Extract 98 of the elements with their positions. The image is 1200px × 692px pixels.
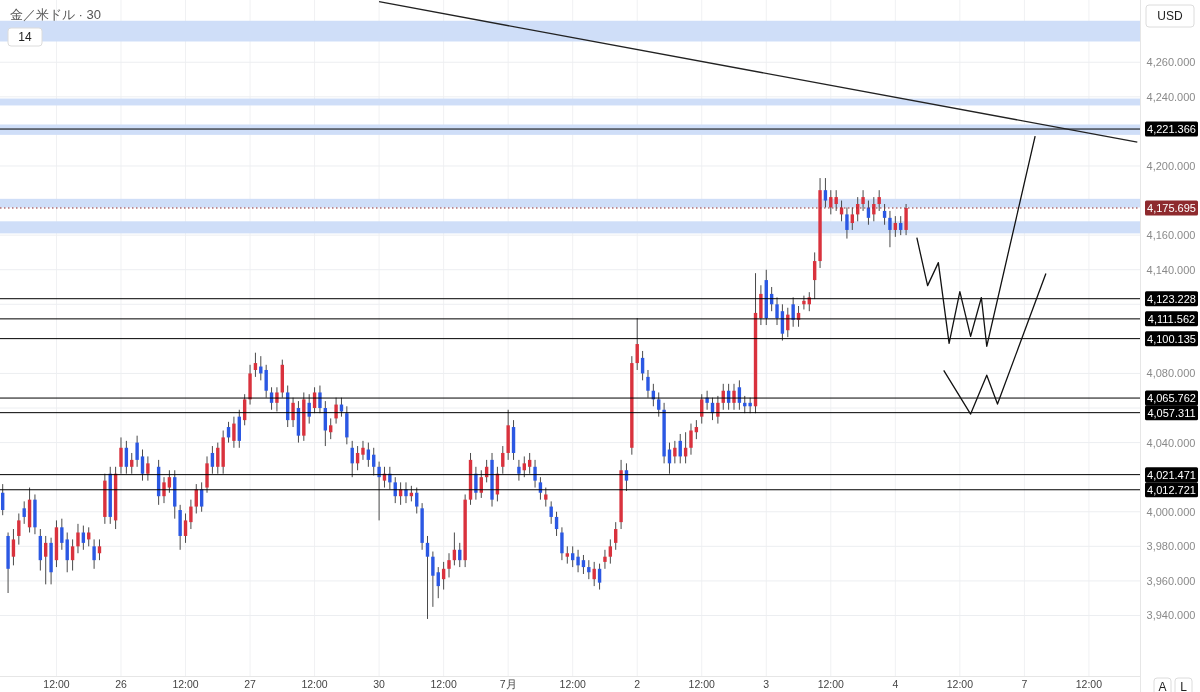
candlestick — [447, 552, 451, 578]
candlestick — [533, 459, 537, 489]
candlestick — [549, 500, 553, 525]
candlestick — [576, 549, 580, 573]
x-tick-label: 12:00 — [559, 678, 586, 690]
candlestick — [823, 177, 828, 208]
ref-line-label: 4,021.471 — [1147, 468, 1196, 481]
candlestick — [748, 397, 752, 414]
candlestick — [183, 512, 188, 544]
line-series — [943, 272, 1047, 415]
candlestick — [850, 206, 855, 231]
candlestick — [689, 423, 693, 456]
candlestick — [592, 561, 596, 587]
ref-line-label: 4,123.228 — [1147, 292, 1196, 305]
line-series — [916, 135, 1036, 347]
text: 金／米ドル · 30 — [10, 7, 102, 22]
candlestick — [544, 487, 548, 508]
candlestick — [904, 203, 908, 236]
candlestick — [334, 397, 338, 425]
y-tick-label: 4,160.000 — [1146, 229, 1196, 242]
x-tick-label: 27 — [244, 678, 257, 690]
ref-line-label: 4,100.135 — [1147, 332, 1196, 345]
ref-line-label: 4,111.562 — [1147, 312, 1196, 325]
x-tick-label: 12:00 — [688, 678, 716, 690]
candlestick — [17, 512, 21, 546]
y-tick-label: 3,960.000 — [1146, 574, 1196, 587]
y-tick-label: 3,940.000 — [1146, 609, 1196, 622]
y-tick-label: 4,260.000 — [1146, 56, 1196, 69]
x-tick-label: 12:00 — [1075, 678, 1103, 690]
x-tick-label: 12:00 — [946, 678, 974, 690]
x-tick-label: 30 — [373, 678, 386, 690]
candlestick — [388, 466, 392, 490]
ref-line-label: 4,175.695 — [1147, 202, 1196, 214]
candlestick — [76, 523, 80, 554]
x-tick-label: 4 — [892, 678, 899, 690]
y-tick-label: 4,080.000 — [1146, 367, 1196, 380]
candlestick — [361, 440, 365, 461]
candlestick — [60, 518, 64, 551]
ref-line-label: 4,065.762 — [1147, 392, 1196, 405]
x-tick-label: 26 — [115, 678, 127, 690]
candlestick — [162, 476, 166, 504]
candlestick — [119, 436, 123, 475]
candlestick — [474, 466, 478, 501]
candlestick — [135, 435, 139, 468]
candlestick — [775, 296, 779, 326]
ref-line-label: 4,012.721 — [1147, 483, 1196, 496]
x-tick-label: 12:00 — [301, 678, 328, 690]
candlestick — [404, 481, 408, 504]
candlestick — [877, 189, 881, 212]
candlestick — [888, 210, 892, 248]
candlestick — [560, 526, 564, 561]
x-tick-label: 12:00 — [817, 678, 845, 690]
candlestick — [673, 440, 677, 464]
y-tick-label: 4,140.000 — [1146, 263, 1196, 276]
candlestick — [716, 395, 720, 425]
y-tick-label: 4,240.000 — [1146, 90, 1196, 103]
y-tick-label: 4,200.000 — [1146, 159, 1196, 172]
candlestick — [22, 500, 26, 525]
text: L — [1180, 680, 1188, 692]
candlestick — [791, 296, 795, 328]
x-tick-label: 2 — [634, 678, 641, 690]
annotation: 14 — [18, 30, 32, 44]
candlestick — [587, 559, 591, 580]
ref-line-label: 4,057.311 — [1147, 406, 1196, 419]
candlestick — [146, 455, 150, 482]
candlestick — [603, 549, 607, 570]
x-tick-label: 3 — [763, 678, 770, 690]
candlestick — [608, 538, 613, 565]
candlestick — [232, 416, 236, 449]
candlestick — [318, 385, 322, 414]
candlestick — [802, 295, 806, 310]
candlestick — [189, 499, 193, 530]
candlestick — [291, 397, 295, 428]
y-tick-label: 4,000.000 — [1146, 505, 1196, 518]
candlestick — [307, 393, 311, 425]
candlestick — [92, 538, 96, 570]
candlestick — [845, 206, 849, 240]
x-tick-label: 7月 — [499, 678, 517, 690]
y-tick-label: 4,040.000 — [1146, 436, 1196, 449]
ref-line-label: 4,221.366 — [1147, 123, 1196, 136]
candlestick — [377, 461, 381, 521]
candlestick — [657, 391, 661, 418]
x-tick-label: 12:00 — [172, 678, 199, 690]
x-tick-label: 12:00 — [430, 678, 457, 690]
candlestick — [646, 369, 650, 399]
candlestick — [11, 528, 16, 566]
candlestick — [517, 459, 521, 482]
y-tick-label: 3,980.000 — [1146, 540, 1196, 553]
x-tick-label: 12:00 — [43, 678, 70, 690]
candlestick — [732, 383, 736, 411]
text: A — [1158, 680, 1167, 692]
x-tick-label: 7 — [1021, 678, 1028, 690]
candlestick — [167, 469, 172, 494]
candlestick — [861, 189, 865, 212]
candlestick — [140, 449, 145, 482]
candlestick — [872, 196, 876, 222]
candlestick — [431, 551, 435, 608]
text: USD — [1157, 9, 1183, 23]
